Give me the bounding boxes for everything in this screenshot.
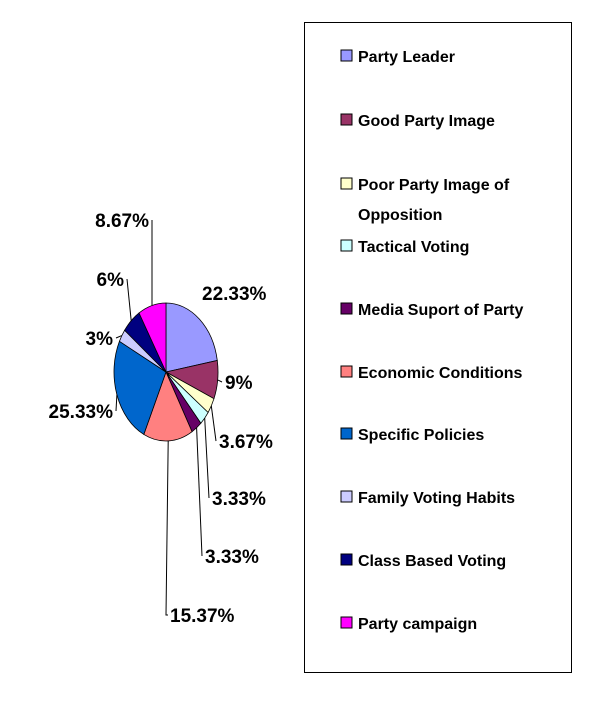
pie-slice-specific-policies: [113, 340, 167, 436]
pie-slices: [113, 302, 219, 442]
legend-swatch-media-suport-of-party: [340, 302, 353, 315]
data-label-media-suport-of-party: 3.33%: [205, 547, 259, 568]
data-label-party-leader: 22.33%: [202, 284, 267, 305]
leader-line-media-suport-of-party: [196, 427, 203, 557]
data-label-party-campaign: 8.67%: [95, 211, 149, 232]
leader-line-poor-party-image-of-opposition: [210, 405, 217, 442]
legend-label-party-campaign: Party campaign: [358, 616, 477, 633]
data-label-good-party-image: 9%: [225, 373, 253, 394]
leader-line-good-party-image: [217, 379, 223, 383]
legend-swatch-class-based-voting: [340, 553, 353, 566]
legend-swatch-specific-policies: [340, 427, 353, 440]
legend-label-poor-party-image-of-opposition: Poor Party Image of Opposition: [358, 177, 510, 224]
legend-label-class-based-voting: Class Based Voting: [358, 553, 506, 570]
legend-swatch-family-voting-habits: [340, 490, 353, 503]
legend-label-good-party-image: Good Party Image: [358, 113, 495, 130]
slice-labels: 22.33% 9% 3.67% 3.33% 3.33% 15.37% 25.33% 3% 6% 8…: [49, 211, 273, 627]
legend-swatch-party-campaign: [340, 616, 353, 629]
legend-swatch-good-party-image: [340, 113, 353, 126]
data-label-poor-party-image-of-opposition: 3.67%: [219, 432, 273, 453]
leader-line-specific-policies: [115, 394, 118, 412]
legend-swatch-poor-party-image-of-opposition: [340, 177, 353, 190]
legend-swatch-tactical-voting: [340, 239, 353, 252]
data-label-tactical-voting: 3.33%: [212, 489, 266, 510]
leader-line-family-voting-habits: [115, 335, 122, 339]
leader-line-tactical-voting: [204, 418, 210, 499]
legend-label-party-leader: Party Leader: [358, 49, 455, 66]
legend: Party Leader Good Party Image Poor Party I…: [340, 49, 523, 633]
legend-swatch-party-leader: [340, 49, 353, 62]
leader-line-economic-conditions: [165, 440, 169, 616]
legend-label-media-suport-of-party: Media Suport of Party: [358, 302, 523, 319]
pie-slice-party-leader: [165, 302, 218, 373]
legend-swatch-economic-conditions: [340, 365, 353, 378]
legend-label-family-voting-habits: Family Voting Habits: [358, 490, 515, 507]
label-leader-lines: [115, 220, 223, 616]
legend-label-economic-conditions: Economic Conditions: [358, 365, 523, 382]
legend-label-specific-policies: Specific Policies: [358, 427, 484, 444]
data-label-specific-policies: 25.33%: [49, 402, 114, 423]
data-label-family-voting-habits: 3%: [86, 329, 114, 350]
data-label-class-based-voting: 6%: [97, 270, 125, 291]
pie-slice-party-campaign: [138, 302, 167, 373]
leader-line-class-based-voting: [126, 278, 132, 321]
data-label-economic-conditions: 15.37%: [170, 606, 235, 627]
legend-label-tactical-voting: Tactical Voting: [358, 239, 469, 256]
